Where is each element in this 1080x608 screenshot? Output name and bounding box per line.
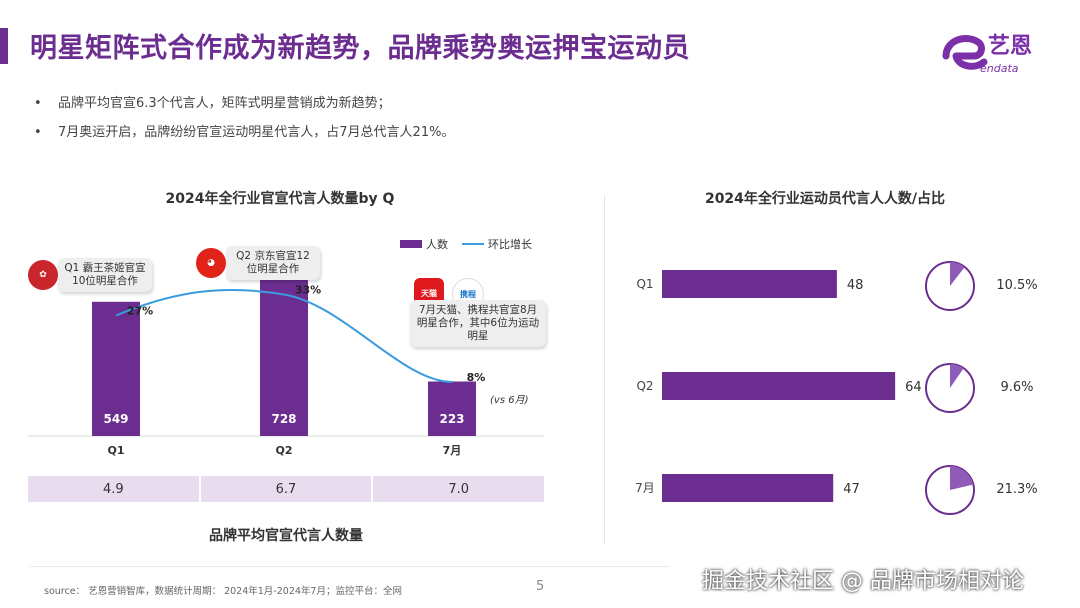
right-chart-title: 2024年全行业运动员代言人人数/占比 bbox=[704, 191, 946, 207]
hbar-value-2: 47 bbox=[843, 482, 860, 497]
bar-0 bbox=[92, 301, 140, 436]
share-label-1: 9.6% bbox=[1000, 380, 1033, 395]
avg-cell-july: 7.0 bbox=[373, 476, 545, 502]
logo-text: 艺恩 bbox=[988, 33, 1032, 59]
logo-subtext: endata bbox=[980, 62, 1019, 75]
avg-table-caption: 品牌平均官宣代言人数量 bbox=[209, 528, 363, 544]
hbar-0 bbox=[662, 270, 837, 298]
hbar-category-0: Q1 bbox=[636, 277, 653, 291]
legend-line-label: 环比增长 bbox=[488, 238, 532, 251]
legend-line-swatch bbox=[462, 243, 484, 245]
footer-source: source： 艺恩营销智库，数据统计周期： 2024年1月-2024年7月；监… bbox=[44, 586, 402, 597]
hbar-value-0: 48 bbox=[847, 278, 864, 293]
avg-spokesperson-table: 4.9 6.7 7.0 bbox=[28, 476, 545, 502]
share-label-0: 10.5% bbox=[996, 278, 1037, 293]
callout-q2: Q2 京东官宣12位明星合作 bbox=[226, 246, 320, 280]
page-number: 5 bbox=[536, 579, 545, 594]
growth-label-0: 27% bbox=[127, 305, 153, 318]
legend-bar-label: 人数 bbox=[426, 238, 448, 251]
share-pie-slice-1 bbox=[950, 364, 964, 388]
vs-june-note: (vs 6月) bbox=[490, 395, 529, 406]
watermark: 掘金技术社区 @ 品牌市场相对论 bbox=[702, 569, 1024, 594]
left-chart-panel: 2024年全行业官宣代言人数量by Q 549 Q1 728 Q2 223 7月 27% 33… bbox=[0, 180, 600, 470]
hbar-1 bbox=[662, 372, 896, 400]
bullet-dot: • bbox=[34, 96, 42, 111]
page-title: 明星矩阵式合作成为新趋势，品牌乘势奥运押宝运动员 bbox=[30, 33, 690, 64]
growth-line bbox=[115, 288, 453, 383]
bullet-dot: • bbox=[34, 125, 42, 140]
left-legend: 人数 环比增长 bbox=[400, 236, 532, 252]
bar-value-label-2: 223 bbox=[439, 412, 464, 426]
left-chart-title: 2024年全行业官宣代言人数量by Q bbox=[165, 191, 395, 207]
hbar-category-1: Q2 bbox=[636, 379, 653, 393]
legend-bar-swatch bbox=[400, 240, 422, 248]
hbar-2 bbox=[662, 474, 834, 502]
panel-divider bbox=[604, 195, 605, 545]
jd-dog-logo-icon: ◕ bbox=[196, 248, 226, 278]
share-pie-slice-2 bbox=[950, 466, 974, 490]
bullet-1: • 品牌平均官宣6.3个代言人，矩阵式明星营销成为新趋势； bbox=[34, 92, 391, 111]
growth-label-2: 8% bbox=[467, 371, 486, 384]
share-label-2: 21.3% bbox=[996, 482, 1037, 497]
right-chart-panel: 2024年全行业运动员代言人人数/占比 Q1 48 10.5% Q2 64 9.6% 7月 4… bbox=[605, 180, 1080, 540]
endata-logo-mark: 艺恩 endata bbox=[942, 33, 1032, 75]
right-chart-svg: Q1 48 10.5% Q2 64 9.6% 7月 47 21.3% bbox=[635, 261, 1038, 515]
bullet-2-text: 7月奥运开启，品牌纷纷官宣运动明星代言人，占7月总代言人21%。 bbox=[58, 125, 455, 140]
hbar-category-2: 7月 bbox=[635, 481, 655, 495]
bar-value-label-0: 549 bbox=[103, 412, 128, 426]
bar-value-label-1: 728 bbox=[271, 412, 296, 426]
x-tick-label-0: Q1 bbox=[107, 444, 124, 457]
footer-rule bbox=[30, 566, 670, 567]
bar-2 bbox=[428, 381, 476, 436]
avg-cell-q1: 4.9 bbox=[28, 476, 199, 502]
callout-july: 7月天猫、携程共官宣8月明星合作，其中6位为运动明星 bbox=[410, 300, 546, 347]
left-chart-svg: 549 Q1 728 Q2 223 7月 27% 33% 8% bbox=[28, 258, 544, 457]
bar-1 bbox=[260, 258, 308, 436]
share-pie-slice-0 bbox=[950, 262, 965, 286]
bawang-chaji-logo-icon: ✿ bbox=[28, 260, 58, 290]
title-accent-bar bbox=[0, 28, 8, 64]
x-tick-label-1: Q2 bbox=[275, 444, 292, 457]
growth-label-1: 33% bbox=[295, 284, 321, 297]
bullet-2: • 7月奥运开启，品牌纷纷官宣运动明星代言人，占7月总代言人21%。 bbox=[34, 121, 454, 140]
x-tick-label-2: 7月 bbox=[443, 444, 462, 457]
endata-logo: 艺恩 endata bbox=[940, 26, 1050, 76]
hbar-value-1: 64 bbox=[905, 380, 922, 395]
bullet-1-text: 品牌平均官宣6.3个代言人，矩阵式明星营销成为新趋势； bbox=[58, 96, 391, 111]
avg-cell-q2: 6.7 bbox=[200, 476, 372, 502]
callout-q1: Q1 霸王茶姬官宣10位明星合作 bbox=[58, 258, 152, 292]
